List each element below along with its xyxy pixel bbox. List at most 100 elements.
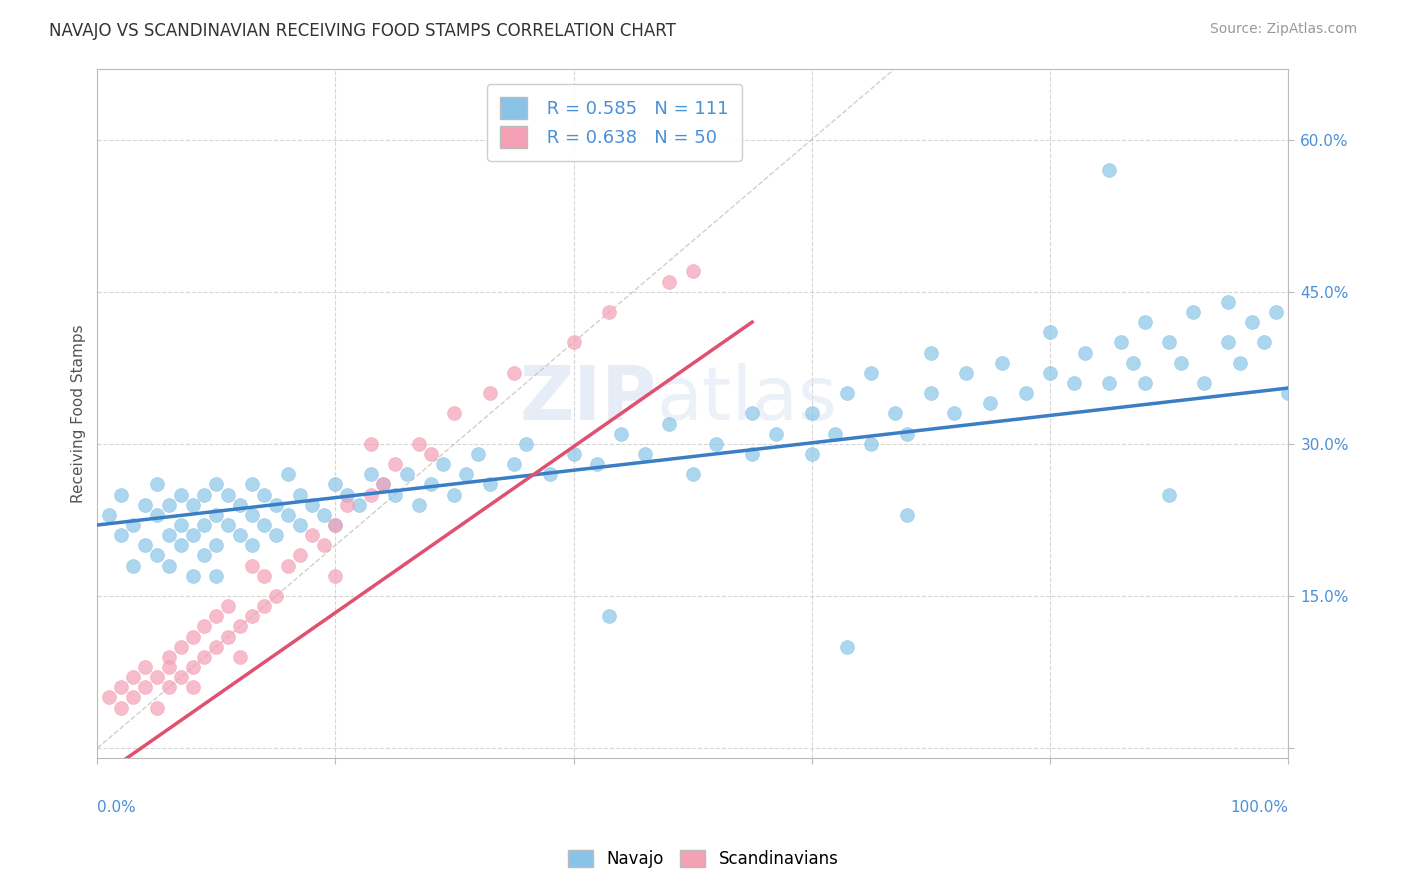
Point xyxy=(479,477,502,491)
Point xyxy=(264,589,287,603)
Point xyxy=(943,406,966,420)
Point xyxy=(181,498,204,512)
Point xyxy=(205,568,228,582)
Point xyxy=(1277,386,1299,401)
Y-axis label: Receiving Food Stamps: Receiving Food Stamps xyxy=(72,324,86,503)
Point xyxy=(157,681,180,695)
Point xyxy=(146,549,169,563)
Point xyxy=(325,477,347,491)
Point xyxy=(1039,366,1062,380)
Point xyxy=(1241,315,1264,329)
Point xyxy=(146,508,169,522)
Point xyxy=(741,406,763,420)
Point xyxy=(170,487,193,501)
Point xyxy=(217,599,239,614)
Point xyxy=(146,670,169,684)
Point xyxy=(706,437,728,451)
Point xyxy=(896,508,918,522)
Point xyxy=(1015,386,1038,401)
Point xyxy=(837,386,859,401)
Point xyxy=(253,518,276,533)
Point xyxy=(884,406,907,420)
Point xyxy=(1229,356,1251,370)
Point xyxy=(146,700,169,714)
Point xyxy=(741,447,763,461)
Point xyxy=(240,609,263,624)
Point xyxy=(1157,487,1180,501)
Point xyxy=(765,426,787,441)
Point xyxy=(682,264,704,278)
Point xyxy=(110,528,132,542)
Point xyxy=(205,640,228,654)
Point xyxy=(277,508,299,522)
Point xyxy=(253,487,276,501)
Point xyxy=(193,649,215,664)
Text: ZIP: ZIP xyxy=(520,363,657,436)
Point xyxy=(991,356,1014,370)
Point xyxy=(98,508,121,522)
Point xyxy=(325,518,347,533)
Point xyxy=(134,498,156,512)
Point xyxy=(98,690,121,705)
Point xyxy=(181,660,204,674)
Point xyxy=(634,447,657,461)
Point xyxy=(134,660,156,674)
Point xyxy=(408,437,430,451)
Point xyxy=(456,467,478,482)
Point xyxy=(419,447,441,461)
Point xyxy=(1074,345,1097,359)
Point xyxy=(134,538,156,552)
Point xyxy=(325,568,347,582)
Point xyxy=(229,649,252,664)
Point xyxy=(157,558,180,573)
Point xyxy=(1253,335,1275,350)
Point xyxy=(1133,315,1156,329)
Point xyxy=(371,477,394,491)
Point xyxy=(157,649,180,664)
Point xyxy=(955,366,977,380)
Point xyxy=(1098,163,1121,178)
Point xyxy=(360,437,382,451)
Point xyxy=(682,467,704,482)
Point xyxy=(371,477,394,491)
Point xyxy=(443,487,465,501)
Point xyxy=(240,558,263,573)
Point xyxy=(920,345,942,359)
Point xyxy=(1194,376,1216,390)
Point xyxy=(443,406,465,420)
Point xyxy=(336,498,359,512)
Point xyxy=(110,681,132,695)
Point xyxy=(193,518,215,533)
Point xyxy=(240,477,263,491)
Point xyxy=(157,528,180,542)
Point xyxy=(110,700,132,714)
Point xyxy=(1133,376,1156,390)
Point xyxy=(122,558,145,573)
Point xyxy=(515,437,537,451)
Point xyxy=(157,498,180,512)
Point xyxy=(134,681,156,695)
Text: atlas: atlas xyxy=(657,363,838,436)
Point xyxy=(1109,335,1132,350)
Point xyxy=(408,498,430,512)
Point xyxy=(288,487,311,501)
Point xyxy=(122,518,145,533)
Point xyxy=(1264,305,1286,319)
Point xyxy=(503,457,526,471)
Point xyxy=(170,538,193,552)
Point xyxy=(253,599,276,614)
Point xyxy=(384,487,406,501)
Point xyxy=(205,538,228,552)
Point xyxy=(598,609,620,624)
Point xyxy=(538,467,561,482)
Point xyxy=(277,558,299,573)
Text: Source: ZipAtlas.com: Source: ZipAtlas.com xyxy=(1209,22,1357,37)
Point xyxy=(979,396,1001,410)
Point xyxy=(1122,356,1144,370)
Point xyxy=(312,538,335,552)
Point xyxy=(800,447,823,461)
Point xyxy=(146,477,169,491)
Point xyxy=(467,447,489,461)
Point xyxy=(860,366,883,380)
Point xyxy=(288,518,311,533)
